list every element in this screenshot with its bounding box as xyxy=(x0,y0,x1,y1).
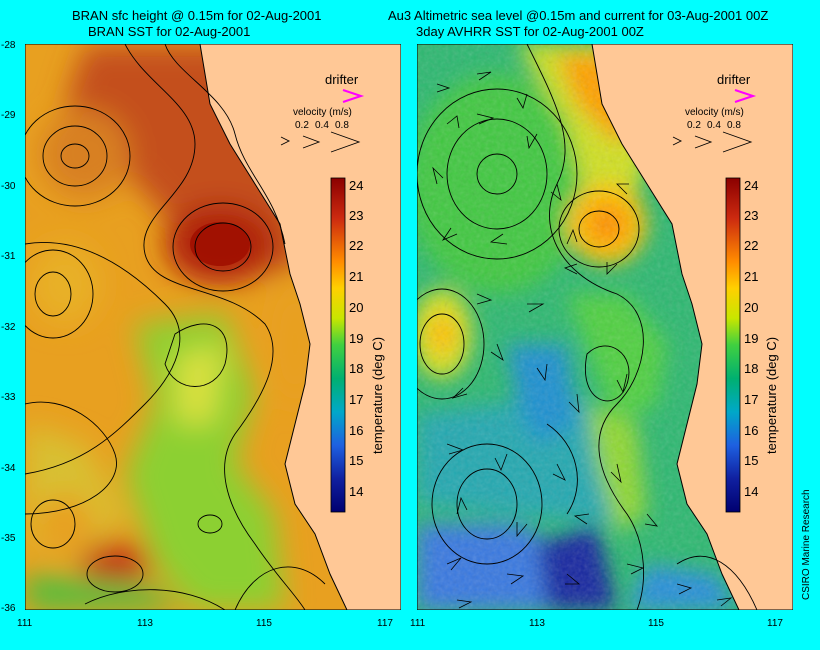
cbar-tick: 24 xyxy=(744,178,758,193)
credit-text: CSIRO Marine Research xyxy=(801,489,812,600)
cbar-tick: 19 xyxy=(349,331,363,346)
drifter-symbol-icon xyxy=(734,89,757,103)
velocity-value-2: 0.4 xyxy=(707,120,721,131)
right-colorbar xyxy=(725,177,741,513)
velocity-value-1: 0.2 xyxy=(295,120,309,131)
right-map-panel: drifter velocity (m/s) 0.2 0.4 0.8 24 23… xyxy=(417,44,793,610)
lat-tick: -30 xyxy=(1,181,16,192)
lat-tick: -35 xyxy=(1,533,16,544)
left-map-panel: drifter velocity (m/s) 0.2 0.4 0.8 24 23… xyxy=(25,44,401,610)
current-vectors xyxy=(432,71,733,609)
lon-tick-right: 115 xyxy=(648,618,664,629)
cbar-tick: 18 xyxy=(349,361,363,376)
cbar-tick: 24 xyxy=(349,178,363,193)
cbar-tick: 16 xyxy=(744,423,758,438)
left-colorbar xyxy=(330,177,346,513)
right-title-line2: 3day AVHRR SST for 02-Aug-2001 00Z xyxy=(416,24,644,39)
left-title-line1: BRAN sfc height @ 0.15m for 02-Aug-2001 xyxy=(72,8,322,23)
lat-tick: -29 xyxy=(1,110,16,121)
velocity-value-1: 0.2 xyxy=(687,120,701,131)
velocity-arrows-icon xyxy=(672,131,753,153)
lat-tick: -33 xyxy=(1,392,16,403)
velocity-label-right: velocity (m/s) xyxy=(685,107,744,118)
right-sst-map: drifter velocity (m/s) 0.2 0.4 0.8 24 23… xyxy=(417,44,793,610)
lon-tick-left: 117 xyxy=(377,618,393,629)
lon-tick-left: 111 xyxy=(17,618,33,629)
drifter-label-right: drifter xyxy=(717,72,751,87)
lon-tick-left: 115 xyxy=(256,618,272,629)
cbar-tick: 18 xyxy=(744,361,758,376)
lat-tick: -34 xyxy=(1,463,16,474)
cbar-tick: 22 xyxy=(744,238,758,253)
right-title-line1: Au3 Altimetric sea level @0.15m and curr… xyxy=(388,8,769,23)
lat-tick: -36 xyxy=(1,603,16,614)
left-title-line2: BRAN SST for 02-Aug-2001 xyxy=(88,24,251,39)
velocity-value-2: 0.4 xyxy=(315,120,329,131)
cbar-tick: 17 xyxy=(744,392,758,407)
cbar-tick: 21 xyxy=(349,269,363,284)
left-colorbar-ticks: 24 23 22 21 20 19 18 17 16 15 14 xyxy=(349,178,363,499)
cbar-tick: 14 xyxy=(349,484,363,499)
velocity-arrows-icon xyxy=(280,131,361,153)
cbar-tick: 15 xyxy=(744,453,758,468)
cbar-tick: 21 xyxy=(744,269,758,284)
cbar-tick: 22 xyxy=(349,238,363,253)
cbar-tick: 19 xyxy=(744,331,758,346)
cbar-tick: 20 xyxy=(744,300,758,315)
drifter-label: drifter xyxy=(325,72,359,87)
right-colorbar-ticks: 24 23 22 21 20 19 18 17 16 15 14 xyxy=(744,178,758,499)
lat-tick: -28 xyxy=(1,40,16,51)
lat-tick: -31 xyxy=(1,251,16,262)
velocity-label: velocity (m/s) xyxy=(293,107,352,118)
cbar-tick: 23 xyxy=(744,208,758,223)
lat-tick: -32 xyxy=(1,322,16,333)
cbar-tick: 23 xyxy=(349,208,363,223)
lon-tick-right: 111 xyxy=(410,618,426,629)
velocity-value-3: 0.8 xyxy=(727,120,741,131)
lon-tick-right: 117 xyxy=(767,618,783,629)
cbar-tick: 15 xyxy=(349,453,363,468)
cbar-tick: 17 xyxy=(349,392,363,407)
velocity-value-3: 0.8 xyxy=(335,120,349,131)
cbar-tick: 20 xyxy=(349,300,363,315)
cbar-tick: 16 xyxy=(349,423,363,438)
cbar-tick: 14 xyxy=(744,484,758,499)
drifter-symbol-icon xyxy=(342,89,365,103)
right-colorbar-label: temperature (deg C) xyxy=(764,337,779,454)
left-sst-map: drifter velocity (m/s) 0.2 0.4 0.8 24 23… xyxy=(25,44,401,610)
lon-tick-left: 113 xyxy=(137,618,153,629)
left-colorbar-label: temperature (deg C) xyxy=(370,337,385,454)
lon-tick-right: 113 xyxy=(529,618,545,629)
